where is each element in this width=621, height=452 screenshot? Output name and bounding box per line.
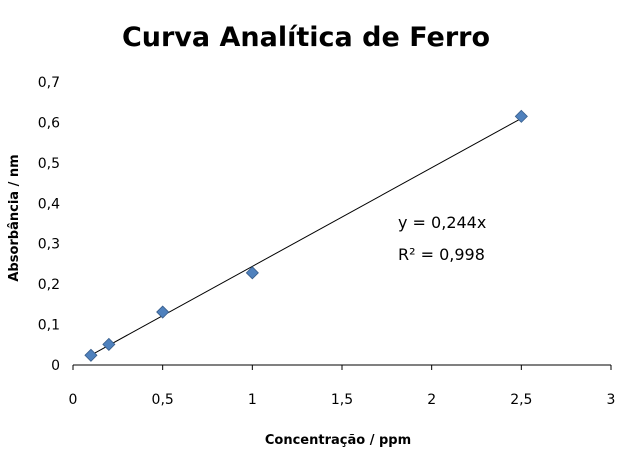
data-points — [84, 109, 528, 362]
x-tick-label: 2 — [427, 392, 436, 408]
x-tick-label: 3 — [607, 392, 616, 408]
y-tick-label: 0,1 — [38, 318, 60, 334]
data-point — [84, 348, 98, 362]
x-tick-label: 1,5 — [331, 392, 353, 408]
x-tick-label: 2,5 — [510, 392, 532, 408]
y-tick-label: 0,7 — [38, 75, 60, 91]
trendline — [90, 117, 522, 356]
y-axis-ticks: 0 0,1 0,2 0,3 0,4 0,5 0,6 0,7 — [38, 75, 60, 374]
x-tick-label: 0,5 — [152, 392, 174, 408]
y-axis-label: Absorbância / nm — [7, 154, 22, 281]
y-tick-label: 0,5 — [38, 156, 60, 172]
y-tick-label: 0,3 — [38, 237, 60, 253]
data-point — [156, 305, 170, 319]
x-axis-label: Concentração / ppm — [265, 433, 411, 448]
equation-annotation: y = 0,244x — [398, 213, 486, 232]
data-point — [102, 337, 116, 351]
y-tick-label: 0 — [51, 358, 60, 374]
x-tick-label: 0 — [69, 392, 78, 408]
r-squared-annotation: R² = 0,998 — [398, 245, 485, 264]
x-axis-ticks: 0 0,5 1 1,5 2 2,5 3 — [69, 365, 616, 408]
data-point — [514, 109, 528, 123]
y-tick-label: 0,4 — [38, 196, 60, 212]
y-tick-label: 0,6 — [38, 115, 60, 131]
x-tick-label: 1 — [248, 392, 257, 408]
y-tick-label: 0,2 — [38, 277, 60, 293]
chart-title: Curva Analítica de Ferro — [122, 22, 490, 53]
data-point — [245, 266, 259, 280]
